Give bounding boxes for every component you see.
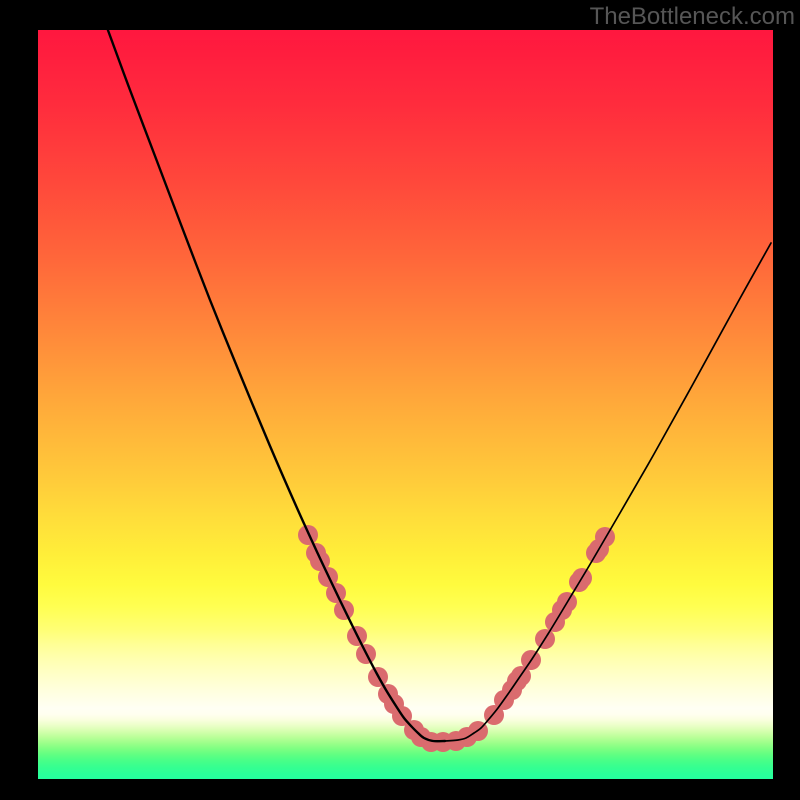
chart-svg	[0, 0, 800, 800]
data-marker	[595, 527, 615, 547]
chart-stage: TheBottleneck.com	[0, 0, 800, 800]
watermark-text: TheBottleneck.com	[590, 3, 795, 31]
plot-background	[38, 30, 773, 779]
